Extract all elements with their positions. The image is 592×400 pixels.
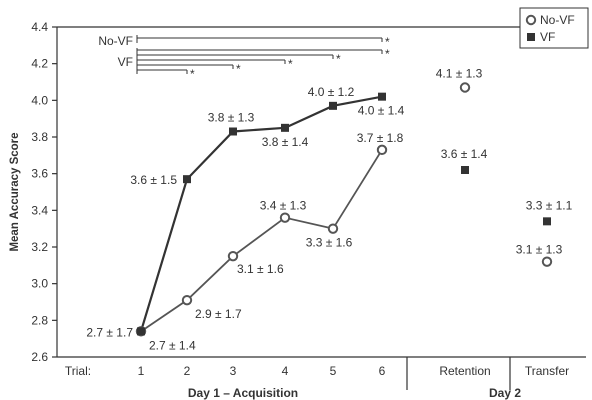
x-tick-label: 2 [184, 364, 191, 378]
y-tick-label: 4.0 [31, 93, 48, 107]
x-tick-label: Retention [439, 364, 490, 378]
series-lines [139, 95, 383, 333]
data-label-no-vf: 2.7 ± 1.7 [86, 325, 133, 339]
legend-box [519, 7, 589, 49]
marker-no-vf [541, 256, 553, 267]
x-tick-label: 4 [282, 364, 289, 378]
data-label-no-vf: 4.1 ± 1.3 [436, 67, 483, 81]
marker-vf [137, 327, 145, 336]
y-tick-label: 4.4 [31, 20, 48, 34]
marker-vf [329, 101, 337, 110]
marker-no-vf [327, 223, 339, 234]
legend-label-vf: VF [540, 30, 555, 44]
series-markers [135, 82, 553, 337]
significance-star: * [236, 62, 241, 76]
marker-no-vf [181, 294, 193, 306]
marker-no-vf [227, 250, 239, 262]
legend: No-VF VF [519, 7, 589, 49]
legend-marker-no-vf [525, 14, 537, 26]
significance-star: * [336, 52, 341, 66]
marker-no-vf [279, 212, 291, 223]
x-axis-labels: Trial: Day 1 – Acquisition Day 2 1 2 3 4 5 6 R… [65, 364, 569, 400]
y-tick-label: 2.6 [31, 350, 48, 364]
y-tick-label: 3.4 [31, 203, 48, 217]
y-tick-label: 2.8 [31, 313, 48, 327]
data-label-vf: 4.0 ± 1.2 [308, 85, 355, 99]
significance-star: * [190, 67, 195, 81]
y-tick-label: 3.8 [31, 130, 48, 144]
significance-brackets: No-VF *VF***** [98, 34, 390, 81]
x-tick-label: 1 [138, 364, 145, 378]
series-line-vf [139, 95, 383, 332]
x-tick-label: Transfer [525, 364, 569, 378]
data-label-no-vf: 3.3 ± 1.6 [306, 236, 353, 250]
marker-vf [229, 127, 237, 136]
significance-group-label-no-vf: No-VF [98, 34, 133, 48]
y-tick-label: 3.2 [31, 240, 48, 254]
marker-no-vf [376, 144, 388, 156]
y-tick-label: 4.2 [31, 57, 48, 71]
data-label-vf: 3.6 ± 1.5 [130, 173, 177, 187]
data-label-vf: 4.0 ± 1.4 [358, 104, 405, 118]
data-label-vf: 3.6 ± 1.4 [441, 147, 488, 161]
data-label-vf: 3.8 ± 1.4 [262, 135, 309, 149]
data-label-vf: 2.7 ± 1.4 [149, 338, 196, 352]
marker-vf [543, 217, 551, 226]
significance-group-label-vf: VF [118, 55, 133, 69]
data-labels: 2.7 ± 1.7 2.9 ± 1.7 3.1 ± 1.6 3.4 ± 1.3 3.3 … [86, 67, 572, 353]
x-tick-label: 3 [230, 364, 237, 378]
data-label-no-vf: 2.9 ± 1.7 [195, 307, 242, 321]
significance-star: * [385, 35, 390, 49]
x-group-label-day1: Day 1 – Acquisition [188, 386, 298, 400]
data-label-no-vf: 3.1 ± 1.6 [237, 262, 284, 276]
marker-no-vf [459, 82, 471, 93]
y-axis-label: Mean Accuracy Score [9, 132, 21, 251]
data-label-vf: 3.8 ± 1.3 [208, 111, 255, 125]
marker-vf [183, 175, 191, 184]
significance-star: * [385, 47, 390, 61]
marker-vf [281, 123, 289, 132]
marker-vf [461, 166, 469, 174]
x-axis-caption: Trial: [65, 364, 91, 378]
data-label-vf: 3.3 ± 1.1 [526, 198, 573, 212]
data-label-no-vf: 3.7 ± 1.8 [357, 131, 404, 145]
x-group-label-day2: Day 2 [489, 386, 521, 400]
chart-axes [56, 26, 586, 390]
series-line-no-vf [140, 149, 383, 333]
y-tick-label: 3.6 [31, 167, 48, 181]
x-tick-label: 6 [379, 364, 386, 378]
y-tick-label: 3.0 [31, 277, 48, 291]
data-label-no-vf: 3.1 ± 1.3 [516, 243, 563, 257]
legend-marker-vf [527, 33, 535, 41]
y-ticks: 2.6 2.8 3.0 3.2 3.4 3.6 3.8 4.0 4.2 4.4 [31, 20, 57, 364]
marker-vf [378, 92, 386, 101]
data-label-no-vf: 3.4 ± 1.3 [260, 199, 307, 213]
legend-label-no-vf: No-VF [540, 13, 575, 27]
x-tick-label: 5 [330, 364, 337, 378]
significance-star: * [288, 57, 293, 71]
